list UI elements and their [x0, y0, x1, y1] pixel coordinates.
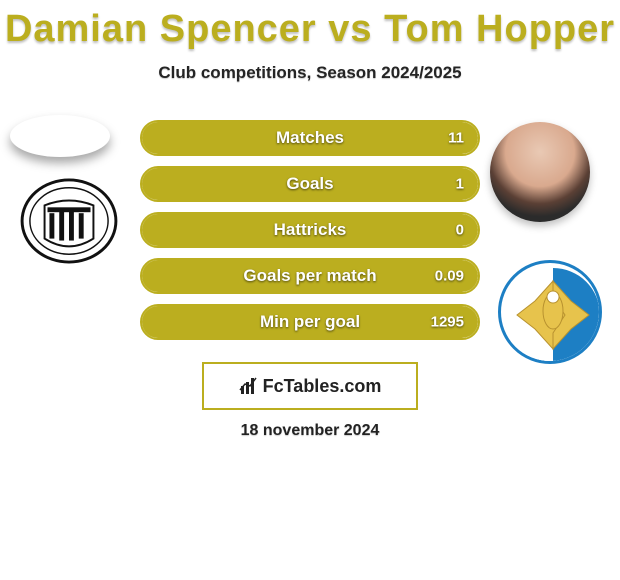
brand-text: FcTables.com: [263, 376, 382, 397]
club-crest-right: [498, 260, 602, 364]
stat-fill: [142, 306, 478, 338]
page-subtitle: Club competitions, Season 2024/2025: [0, 63, 620, 83]
stat-row-hattricks: Hattricks 0: [140, 212, 480, 248]
chart-icon: [239, 376, 259, 396]
stat-fill: [142, 168, 478, 200]
page-title: Damian Spencer vs Tom Hopper: [0, 0, 620, 51]
stats-container: Matches 11 Goals 1 Hattricks 0 Goals per…: [140, 120, 480, 350]
stat-row-goals: Goals 1: [140, 166, 480, 202]
player-left-avatar: [10, 115, 110, 157]
club-crest-left: [20, 178, 118, 264]
stat-row-goals-per-match: Goals per match 0.09: [140, 258, 480, 294]
stat-row-matches: Matches 11: [140, 120, 480, 156]
stat-fill: [142, 122, 478, 154]
stat-row-min-per-goal: Min per goal 1295: [140, 304, 480, 340]
brand-box[interactable]: FcTables.com: [202, 362, 418, 410]
stat-fill: [142, 260, 478, 292]
stat-fill: [142, 214, 478, 246]
footer-date: 18 november 2024: [0, 422, 620, 440]
player-right-avatar: [490, 122, 590, 222]
